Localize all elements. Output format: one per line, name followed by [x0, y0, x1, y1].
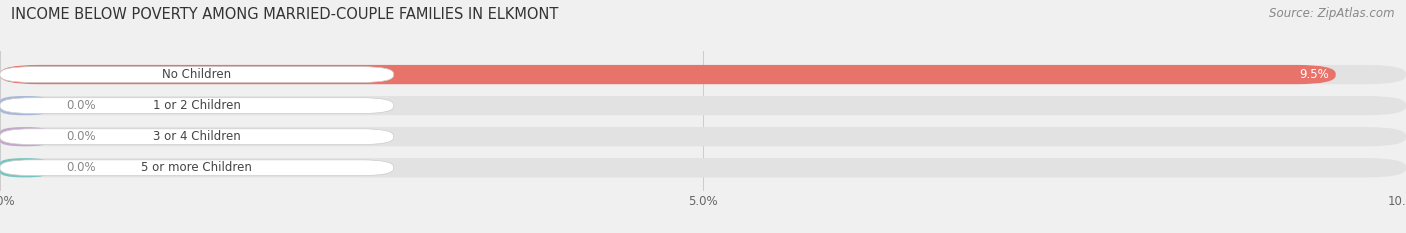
FancyBboxPatch shape: [0, 129, 394, 145]
FancyBboxPatch shape: [0, 96, 1406, 115]
Text: 3 or 4 Children: 3 or 4 Children: [153, 130, 240, 143]
Text: Source: ZipAtlas.com: Source: ZipAtlas.com: [1270, 7, 1395, 20]
Text: 1 or 2 Children: 1 or 2 Children: [153, 99, 240, 112]
Text: 0.0%: 0.0%: [66, 99, 96, 112]
FancyBboxPatch shape: [0, 98, 394, 113]
FancyBboxPatch shape: [0, 158, 49, 177]
Text: 0.0%: 0.0%: [66, 161, 96, 174]
FancyBboxPatch shape: [0, 127, 1406, 146]
FancyBboxPatch shape: [0, 158, 1406, 177]
FancyBboxPatch shape: [0, 65, 1406, 84]
Text: No Children: No Children: [162, 68, 232, 81]
FancyBboxPatch shape: [0, 65, 1336, 84]
Text: 0.0%: 0.0%: [66, 130, 96, 143]
FancyBboxPatch shape: [0, 160, 394, 176]
FancyBboxPatch shape: [0, 67, 394, 82]
FancyBboxPatch shape: [0, 127, 49, 146]
FancyBboxPatch shape: [0, 96, 49, 115]
Text: 9.5%: 9.5%: [1299, 68, 1329, 81]
Text: 5 or more Children: 5 or more Children: [142, 161, 252, 174]
Text: INCOME BELOW POVERTY AMONG MARRIED-COUPLE FAMILIES IN ELKMONT: INCOME BELOW POVERTY AMONG MARRIED-COUPL…: [11, 7, 558, 22]
